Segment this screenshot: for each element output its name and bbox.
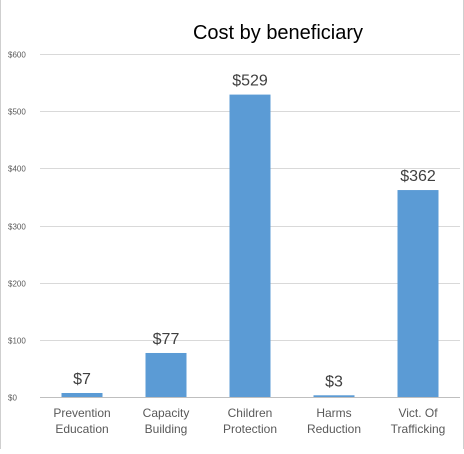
bar <box>61 392 103 397</box>
x-tick-label-line: Protection <box>223 422 277 436</box>
x-tick-label-line: Harms <box>316 406 351 420</box>
data-label: $3 <box>325 373 343 390</box>
y-tick-label: $300 <box>8 223 26 232</box>
x-tick-label-line: Trafficking <box>391 422 446 436</box>
chart-frame-left <box>0 0 1 449</box>
x-tick-label: Capacity Building <box>143 406 190 436</box>
data-label: $362 <box>400 168 436 185</box>
y-tick-label: $500 <box>8 108 26 117</box>
gridlines <box>40 54 460 398</box>
bar <box>313 395 355 397</box>
x-tick-label-line: Vict. Of <box>398 406 438 420</box>
y-tick-label: $100 <box>8 337 26 346</box>
x-tick-label-line: Prevention <box>53 406 110 420</box>
bar <box>229 94 271 398</box>
y-tick-label: $200 <box>8 280 26 289</box>
x-tick-label-line: Children <box>228 406 273 420</box>
data-label: $7 <box>73 371 91 388</box>
data-labels: $7 $77 $529 $3 $362 <box>73 73 436 391</box>
data-label: $77 <box>153 331 180 348</box>
y-tick-label: $400 <box>8 165 26 174</box>
y-axis-tick-labels: $0 $100 $200 $300 $400 $500 $600 <box>8 51 26 403</box>
bar <box>145 352 187 397</box>
y-tick-label: $0 <box>8 394 17 403</box>
x-tick-label: Prevention Education <box>53 406 110 436</box>
chart-title: Cost by beneficiary <box>193 22 363 44</box>
x-tick-label: Vict. Of Trafficking <box>391 406 446 436</box>
x-tick-label-line: Building <box>145 422 188 436</box>
bar <box>397 190 439 397</box>
data-label: $529 <box>232 73 268 90</box>
x-tick-label-line: Reduction <box>307 422 361 436</box>
y-tick-label: $600 <box>8 51 26 60</box>
x-tick-label-line: Education <box>55 422 108 436</box>
bars <box>61 94 439 398</box>
x-tick-label-line: Capacity <box>143 406 190 420</box>
x-tick-label: Children Protection <box>223 406 277 436</box>
x-axis-tick-labels: Prevention Education Capacity Building Child… <box>53 406 445 436</box>
x-tick-label: Harms Reduction <box>307 406 361 436</box>
